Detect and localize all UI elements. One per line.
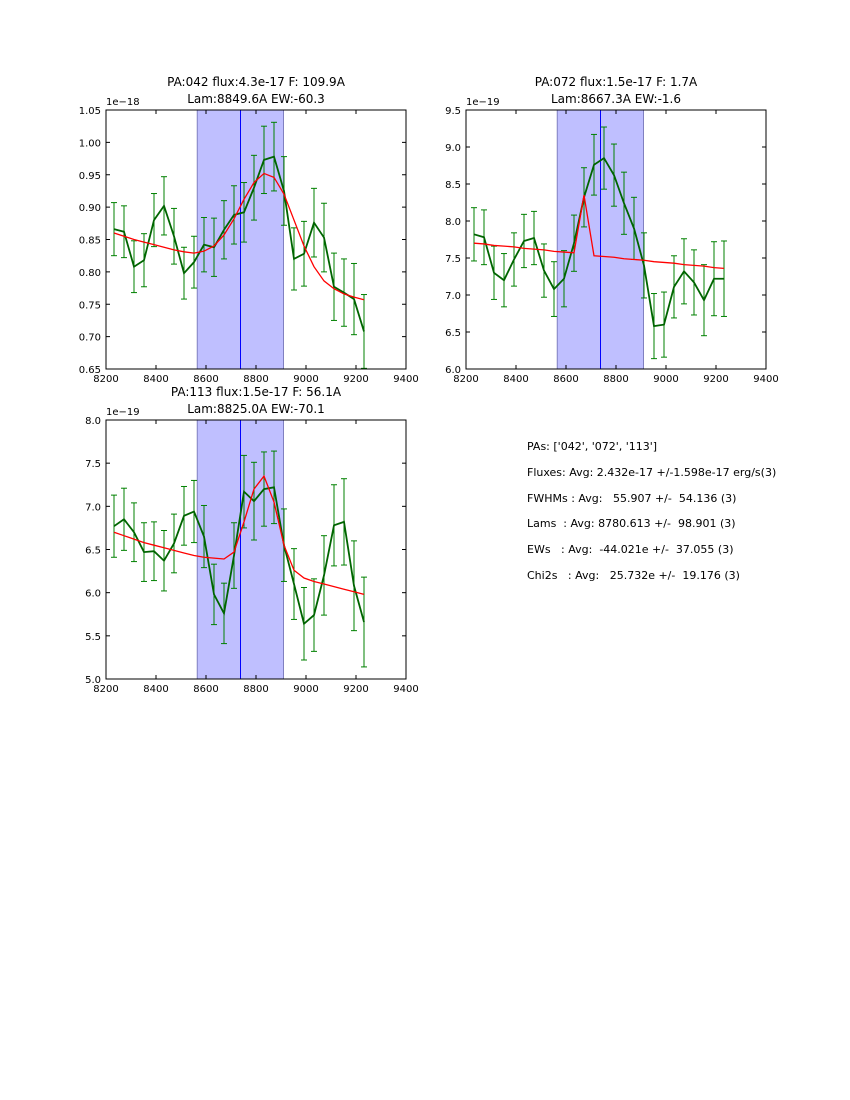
y-tick-label: 6.0	[445, 365, 461, 376]
subplot-2: 8200 8400 8600 8800 9000 9200 9400 6.0 6.5 7.0 7.5…	[445, 75, 779, 385]
x-tick-label: 9200	[343, 684, 368, 695]
data-series-line	[473, 156, 724, 328]
x-tick-label: 9000	[293, 684, 318, 695]
y-tick-label: 7.5	[445, 254, 461, 265]
y-tick-label: 6.0	[85, 589, 101, 600]
y-tick-label: 0.90	[79, 203, 101, 214]
summary-ews: EWs : Avg: -44.021e +/- 37.055 (3)	[527, 543, 734, 557]
x-tick-label: 8200	[93, 374, 118, 385]
y-tick-label: 9.5	[445, 106, 461, 117]
x-tick-label: 8400	[143, 684, 168, 695]
y-tick-label: 6.5	[85, 546, 101, 557]
summary-fluxes: Fluxes: Avg: 2.432e-17 +/-1.598e-17 erg/…	[527, 465, 777, 479]
y-tick-label: 5.0	[85, 675, 101, 686]
subplot-title-line2: Lam:8825.0A EW:-70.1	[187, 402, 325, 416]
x-tick-label: 9200	[703, 374, 728, 385]
x-tick-label: 9400	[393, 374, 418, 385]
fit-series-line	[473, 194, 725, 270]
y-tick-label: 0.80	[79, 268, 101, 279]
x-tick-label: 8800	[243, 684, 268, 695]
x-tick-label: 8400	[143, 374, 168, 385]
y-tick-label: 7.0	[445, 291, 461, 302]
x-tick-label: 9400	[393, 684, 418, 695]
subplot-title-line1: PA:113 flux:1.5e-17 F: 56.1A	[171, 385, 342, 399]
x-tick-label: 9000	[293, 374, 318, 385]
y-tick-label: 7.0	[85, 502, 101, 513]
subplot-1: 8200 8400 8600 8800 9000 9200 9400 0.65 0.70 0.75…	[79, 75, 419, 385]
y-tick-label: 8.0	[445, 217, 461, 228]
y-tick-label: 8.5	[445, 180, 461, 191]
y-offset-label: 1e−19	[106, 407, 140, 418]
subplot-title-line2: Lam:8849.6A EW:-60.3	[187, 92, 325, 106]
fit-series-line	[113, 172, 365, 301]
x-tick-label: 8800	[603, 374, 628, 385]
subplot-title-line1: PA:072 flux:1.5e-17 F: 1.7A	[535, 75, 698, 89]
subplot-title-line1: PA:042 flux:4.3e-17 F: 109.9A	[167, 75, 346, 89]
fit-series-line	[113, 474, 365, 596]
y-tick-label: 6.5	[445, 328, 461, 339]
x-tick-label: 8200	[453, 374, 478, 385]
x-tick-label: 8600	[193, 684, 218, 695]
subplot-title-line2: Lam:8667.3A EW:-1.6	[551, 92, 681, 106]
x-tick-label: 9400	[753, 374, 778, 385]
y-tick-label: 9.0	[445, 143, 461, 154]
data-series-line	[113, 486, 365, 626]
y-tick-label: 0.70	[79, 333, 101, 344]
y-tick-label: 1.00	[79, 138, 101, 149]
x-tick-label: 8600	[193, 374, 218, 385]
summary-fwhms: FWHMs : Avg: 55.907 +/- 54.136 (3)	[527, 491, 737, 505]
x-tick-label: 8800	[243, 374, 268, 385]
y-tick-label: 7.5	[85, 459, 101, 470]
summary-text: PAs: ['042', '072', '113'] Fluxes: Avg: 2…	[527, 434, 776, 589]
x-tick-label: 8400	[503, 374, 528, 385]
summary-chi2s: Chi2s : Avg: 25.732e +/- 19.176 (3)	[527, 568, 740, 582]
y-offset-label: 1e−18	[106, 97, 140, 108]
y-tick-label: 0.65	[79, 365, 101, 376]
summary-pas: PAs: ['042', '072', '113']	[527, 440, 658, 453]
x-tick-label: 8200	[93, 684, 118, 695]
data-series-line	[113, 155, 365, 332]
y-offset-label: 1e−19	[466, 97, 500, 108]
x-tick-label: 9200	[343, 374, 368, 385]
x-tick-label: 9000	[653, 374, 678, 385]
y-tick-label: 5.5	[85, 632, 101, 643]
y-tick-label: 1.05	[79, 106, 101, 117]
y-tick-label: 0.85	[79, 236, 101, 247]
y-tick-label: 8.0	[85, 416, 101, 427]
x-tick-label: 8600	[553, 374, 578, 385]
y-tick-label: 0.75	[79, 300, 101, 311]
y-tick-label: 0.95	[79, 171, 101, 182]
subplot-3: 8200 8400 8600 8800 9000 9200 9400 5.0 5.5 6.0 6.5…	[85, 385, 419, 695]
summary-lams: Lams : Avg: 8780.613 +/- 98.901 (3)	[527, 517, 736, 531]
